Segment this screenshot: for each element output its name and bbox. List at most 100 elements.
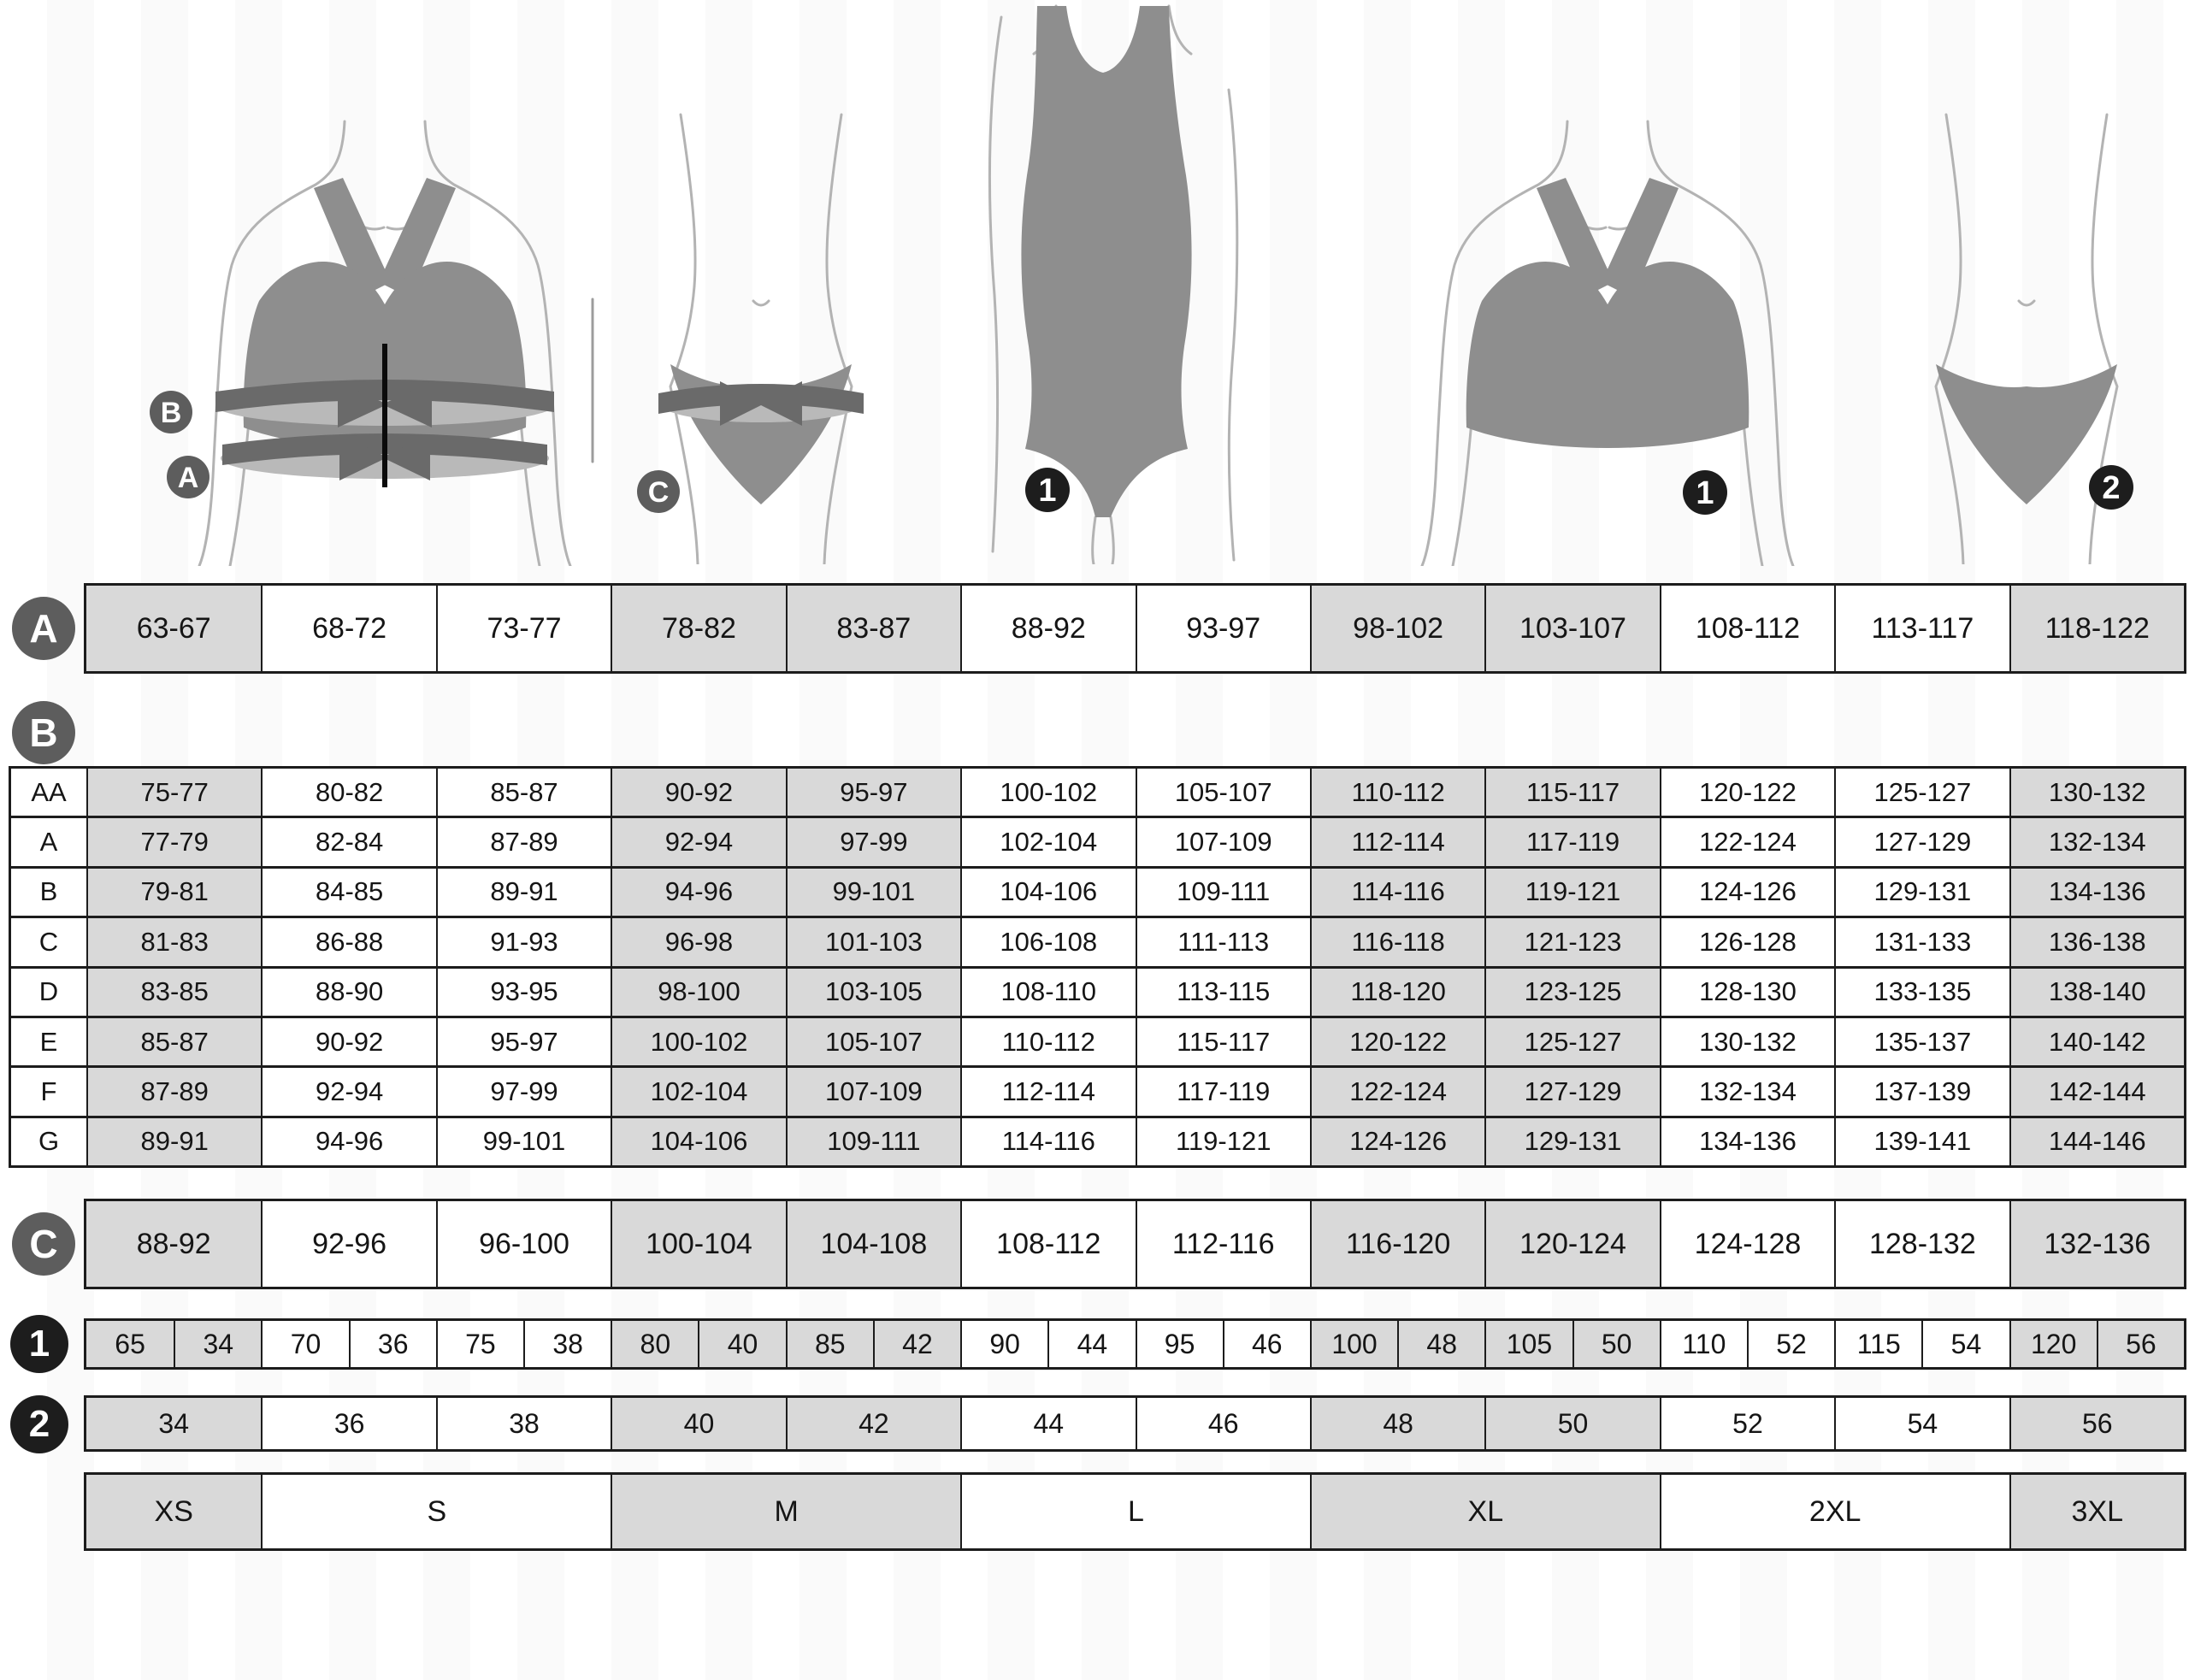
bust-range-cell: 131-133 [1834, 918, 2009, 966]
bodysuit-garment [1021, 6, 1192, 517]
briefs-size-cell: 44 [960, 1398, 1135, 1449]
bra-band-cell: 115 [1834, 1321, 1921, 1367]
bust-range-cell: 144-146 [2009, 1117, 2184, 1165]
row-label-1: 1 [10, 1315, 68, 1373]
bra-size-cell: 36 [348, 1321, 436, 1367]
bust-range-cell: 100-102 [611, 1017, 786, 1066]
bust-range-cell: 136-138 [2009, 918, 2184, 966]
briefs-size-cell: 40 [611, 1398, 786, 1449]
size-label-cell: S [261, 1475, 611, 1548]
figure-briefs-measurement: C [637, 113, 864, 564]
bust-range-cell: 115-117 [1484, 769, 1660, 816]
bra-band-cell: 120 [2009, 1321, 2097, 1367]
cup-row: G 89-91 94-96 99-101 104-106 109-111 114-116 11… [11, 1115, 2184, 1165]
bust-range-cell: 87-89 [435, 818, 611, 866]
svg-text:B: B [161, 397, 182, 429]
cup-label-cell: F [11, 1068, 86, 1116]
bra-size-cell: 56 [2096, 1321, 2184, 1367]
cup-label-cell: G [11, 1117, 86, 1165]
hip-range-cell: 124-128 [1659, 1201, 1834, 1287]
arrow-right-icon [339, 434, 387, 480]
cup-label-cell: A [11, 818, 86, 866]
bust-range-cell: 80-82 [261, 769, 435, 816]
bust-range-cell: 117-119 [1484, 818, 1660, 866]
bust-range-cell: 99-101 [435, 1117, 611, 1165]
bust-range-cell: 99-101 [785, 868, 961, 917]
bust-range-cell: 87-89 [86, 1068, 262, 1116]
bust-range-cell: 95-97 [785, 769, 961, 816]
briefs-size-cell: 42 [785, 1398, 961, 1449]
bust-range-cell: 119-121 [1484, 868, 1660, 917]
bust-range-cell: 104-106 [611, 1117, 786, 1165]
bust-range-cell: 95-97 [435, 1017, 611, 1066]
bust-range-cell: 107-109 [1135, 818, 1310, 866]
bust-range-cell: 90-92 [611, 769, 786, 816]
cup-label-cell: B [11, 868, 86, 917]
size-label-cell: M [611, 1475, 961, 1548]
arrow-right-icon [338, 381, 387, 427]
underbust-range-cell: 93-97 [1135, 586, 1310, 671]
underbust-range-cell: 83-87 [785, 586, 961, 671]
svg-text:1: 1 [1696, 475, 1714, 511]
arrow-left-icon [382, 434, 430, 480]
bust-range-cell: 120-122 [1309, 1017, 1485, 1066]
size-label-cell: 2XL [1659, 1475, 2009, 1548]
bust-range-cell: 91-93 [435, 918, 611, 966]
bust-range-cell: 84-85 [261, 868, 435, 917]
underbust-range-cell: 63-67 [86, 586, 262, 671]
bust-range-cell: 79-81 [86, 868, 262, 917]
bust-range-cell: 139-141 [1834, 1117, 2009, 1165]
bust-range-cell: 138-140 [2009, 968, 2184, 1016]
bust-range-cell: 106-108 [960, 918, 1135, 966]
hip-range-row: 88-92 92-96 96-100 100-104 104-108 108-112 112… [84, 1199, 2186, 1289]
badge-a-icon: A [167, 456, 209, 498]
briefs-size-cell: 54 [1834, 1398, 2009, 1449]
bust-range-cell: 111-113 [1135, 918, 1310, 966]
briefs-size-cell: 38 [435, 1398, 611, 1449]
hip-range-cell: 92-96 [261, 1201, 435, 1287]
hip-range-cell: 112-116 [1135, 1201, 1310, 1287]
bust-range-cell: 123-125 [1484, 968, 1660, 1016]
cup-label-cell: C [11, 918, 86, 966]
bust-range-cell: 107-109 [785, 1068, 961, 1116]
bust-range-cell: 121-123 [1484, 918, 1660, 966]
bust-range-cell: 89-91 [86, 1117, 262, 1165]
figure-bodysuit: 1 [988, 4, 1239, 564]
bust-range-cell: 134-136 [1659, 1117, 1834, 1165]
bust-range-cell: 117-119 [1135, 1068, 1310, 1116]
bust-range-cell: 96-98 [611, 918, 786, 966]
bra-band-cell: 90 [960, 1321, 1047, 1367]
bust-range-cell: 114-116 [960, 1117, 1135, 1165]
arrow-left-icon [382, 381, 432, 427]
cup-row: A 77-79 82-84 87-89 92-94 97-99 102-104 107-109… [11, 816, 2184, 866]
bust-range-cell: 112-114 [1309, 818, 1485, 866]
bust-range-cell: 77-79 [86, 818, 262, 866]
size-label-cell: L [960, 1475, 1310, 1548]
underbust-range-cell: 108-112 [1659, 586, 1834, 671]
bust-range-cell: 126-128 [1659, 918, 1834, 966]
badge-1-icon: 1 [1025, 468, 1070, 512]
badge-c-icon: C [637, 470, 680, 513]
underbust-range-cell: 68-72 [261, 586, 435, 671]
briefs-size-cell: 36 [261, 1398, 435, 1449]
bra-band-cell: 75 [435, 1321, 523, 1367]
bra-band-cell: 95 [1135, 1321, 1223, 1367]
bust-range-cell: 93-95 [435, 968, 611, 1016]
bust-range-cell: 127-129 [1834, 818, 2009, 866]
hip-measuring-tape [658, 381, 864, 426]
bust-range-cell: 112-114 [960, 1068, 1135, 1116]
bust-range-cell: 75-77 [86, 769, 262, 816]
bust-range-cell: 94-96 [261, 1117, 435, 1165]
bra-size-cell: 34 [174, 1321, 262, 1367]
bra-band-cell: 65 [86, 1321, 174, 1367]
bra-size-cell: 46 [1222, 1321, 1310, 1367]
svg-text:A: A [178, 462, 199, 494]
bust-range-cell: 140-142 [2009, 1017, 2184, 1066]
bust-range-cell: 109-111 [1135, 868, 1310, 917]
bust-range-cell: 102-104 [960, 818, 1135, 866]
bust-range-cell: 88-90 [261, 968, 435, 1016]
bust-range-cell: 114-116 [1309, 868, 1485, 917]
body-outline [669, 113, 853, 564]
bust-range-cell: 142-144 [2009, 1068, 2184, 1116]
cup-row: AA 75-77 80-82 85-87 90-92 95-97 100-102 105-10… [11, 769, 2184, 816]
